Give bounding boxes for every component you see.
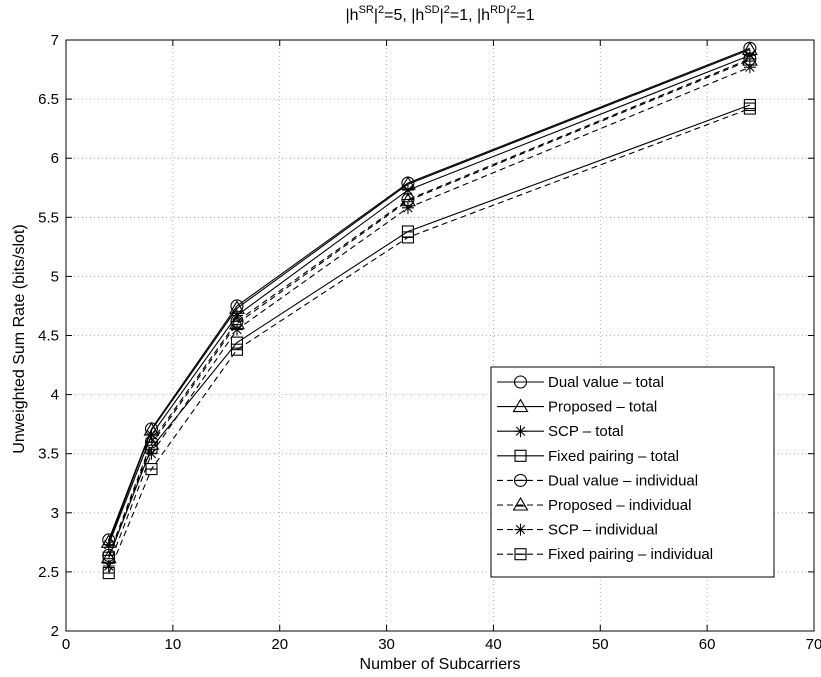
plot-frame xyxy=(65,39,815,632)
data-point xyxy=(145,447,158,460)
legend-entry: SCP – individual xyxy=(497,522,658,539)
legend-marker xyxy=(513,473,528,487)
legend-marker-shape xyxy=(514,449,527,462)
data-point xyxy=(145,428,158,441)
x-axis-label: Number of Subcarriers xyxy=(360,656,521,673)
legend-entry: Dual value – total xyxy=(497,374,664,391)
x-tick-label: 70 xyxy=(806,636,821,653)
legend-label: Dual value – individual xyxy=(548,472,698,489)
legend-label: SCP – individual xyxy=(548,522,658,539)
legend-marker xyxy=(512,496,529,511)
data-point xyxy=(230,336,244,349)
y-tick-label: 2.5 xyxy=(38,564,59,581)
x-tick-label: 0 xyxy=(62,636,70,653)
legend-entry: Fixed pairing – total xyxy=(497,448,679,465)
series-line xyxy=(108,47,751,541)
x-tick-label: 40 xyxy=(485,636,502,653)
legend-entry: Fixed pairing – individual xyxy=(497,546,713,563)
legend-label: Dual value – total xyxy=(548,374,664,391)
data-point xyxy=(743,102,756,115)
series-8 xyxy=(102,102,756,580)
y-tick-label: 5.5 xyxy=(38,209,59,226)
data-point xyxy=(102,559,115,572)
legend-marker xyxy=(513,375,528,389)
data-point xyxy=(401,201,414,214)
data-point-shape xyxy=(230,336,244,349)
legend-label: Proposed – total xyxy=(548,399,657,416)
y-tick-label: 7 xyxy=(51,32,59,49)
y-tick-label: 4 xyxy=(51,387,59,404)
series-line xyxy=(108,48,751,543)
series-line xyxy=(108,104,751,558)
data-point xyxy=(743,49,756,62)
axes: 0 10 20 30 40 50 60 70 2 2.5 3 3.5 4 4.5 5 5.5 6 6.5 7 xyxy=(38,32,821,653)
legend-marker-shape xyxy=(513,375,528,389)
legend-label: Fixed pairing – total xyxy=(548,448,679,465)
y-tick-label: 3.5 xyxy=(38,446,59,463)
legend-entry: Proposed – total xyxy=(497,398,657,416)
data-point xyxy=(401,184,414,197)
series-line xyxy=(108,58,751,556)
series-line xyxy=(108,108,751,574)
y-tick-label: 3 xyxy=(51,505,59,522)
legend-label: Proposed – individual xyxy=(548,497,691,514)
y-tick-label: 6 xyxy=(51,150,59,167)
x-tick-label: 60 xyxy=(699,636,716,653)
legend-label: Fixed pairing – individual xyxy=(548,546,713,563)
data-point xyxy=(102,567,115,580)
y-tick-label: 4.5 xyxy=(38,328,59,345)
series-line xyxy=(108,59,751,558)
series-layer xyxy=(100,41,758,580)
legend-marker xyxy=(514,425,527,438)
legend-box xyxy=(490,366,775,578)
data-point xyxy=(401,231,414,244)
legend-label: SCP – total xyxy=(548,423,624,440)
y-tick-label: 5 xyxy=(51,268,59,285)
legend-entry: Dual value – individual xyxy=(497,472,698,489)
data-point xyxy=(102,538,115,551)
legend-marker xyxy=(514,523,527,536)
data-point xyxy=(145,463,158,476)
y-tick-label: 6.5 xyxy=(38,91,59,108)
x-tick-label: 30 xyxy=(378,636,395,653)
legend-marker-shape xyxy=(512,398,529,413)
data-point xyxy=(743,61,756,74)
legend-marker-shape xyxy=(512,496,529,511)
legend-marker xyxy=(512,398,529,413)
series-7 xyxy=(102,61,756,572)
legend-entry: Proposed – individual xyxy=(497,496,691,514)
x-tick-label: 50 xyxy=(592,636,609,653)
chart-title: |hSR|2=5, |hSD|2=1, |hRD|2=1 xyxy=(346,4,535,24)
legend-entry: SCP – total xyxy=(497,423,624,440)
legend: Dual value – total Proposed – total SCP – … xyxy=(490,366,775,578)
data-point xyxy=(230,343,244,356)
x-tick-label: 20 xyxy=(271,636,288,653)
y-axis-label: Unweighted Sum Rate (bits/slot) xyxy=(11,224,28,453)
legend-marker xyxy=(514,449,527,462)
x-tick-label: 10 xyxy=(165,636,182,653)
data-point xyxy=(230,323,243,336)
legend-marker xyxy=(514,548,527,561)
y-tick-label: 2 xyxy=(51,623,59,640)
